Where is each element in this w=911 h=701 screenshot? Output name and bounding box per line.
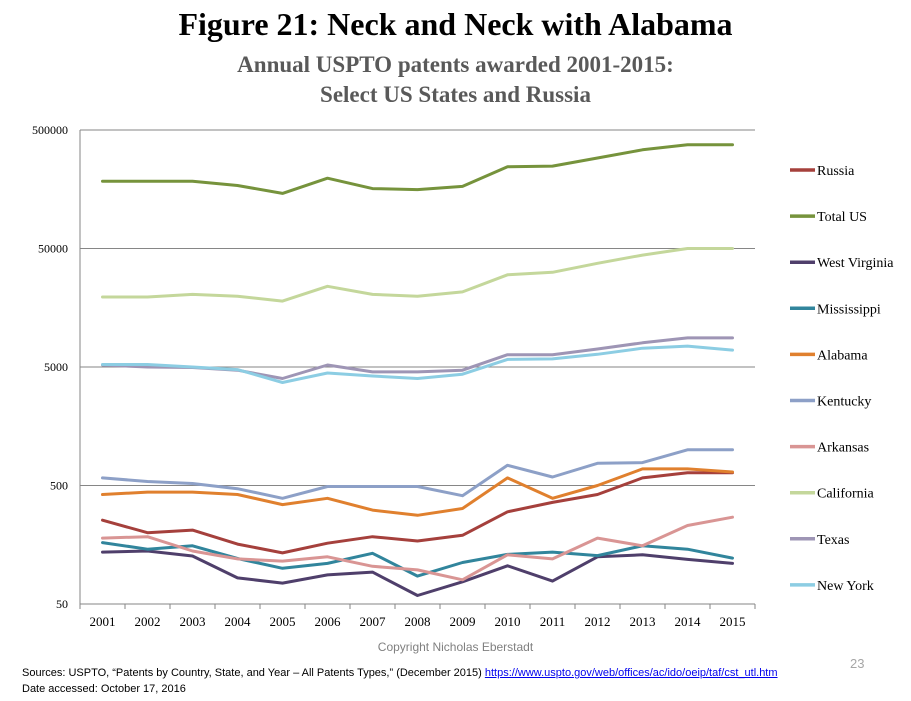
copyright-text: Copyright Nicholas Eberstadt [377, 640, 534, 654]
sources-text: Sources: USPTO, “Patents by Country, Sta… [22, 667, 482, 679]
y-tick-label: 50000 [38, 242, 68, 256]
x-tick-label: 2012 [585, 614, 611, 629]
legend-label: New York [817, 579, 874, 594]
series-line-mississippi [101, 541, 734, 578]
legend-label: California [817, 487, 875, 502]
series-line-alabama [101, 467, 734, 517]
x-tick-label: 2010 [495, 614, 521, 629]
series-line-total-us [101, 143, 734, 195]
legend-label: Arkansas [817, 441, 869, 456]
x-tick-label: 2013 [630, 614, 656, 629]
x-tick-label: 2007 [360, 614, 387, 629]
sources-note: Sources: USPTO, “Patents by Country, Sta… [22, 665, 778, 697]
legend-label: Texas [817, 533, 849, 548]
x-tick-label: 2015 [720, 614, 746, 629]
legend-label: Kentucky [817, 395, 871, 410]
sources-link[interactable]: https://www.uspto.gov/web/offices/ac/ido… [484, 667, 778, 679]
x-tick-label: 2008 [405, 614, 431, 629]
x-tick-label: 2002 [135, 614, 161, 629]
series-line-russia [101, 471, 734, 555]
chart-subtitle: Annual USPTO patents awarded 2001-2015: … [0, 50, 911, 110]
x-tick-label: 2003 [180, 614, 206, 629]
legend-label: Mississippi [817, 302, 881, 317]
series-line-kentucky [101, 448, 734, 500]
y-tick-label: 5000 [44, 360, 68, 374]
series-line-california [101, 247, 734, 303]
sources-line: Sources: USPTO, “Patents by Country, Sta… [22, 665, 778, 681]
y-tick-label: 50 [56, 597, 68, 611]
line-chart: 50 500 5000 50000 500000 2001 2002 2003 2004 2005… [32, 123, 894, 629]
date-accessed: Date accessed: October 17, 2016 [22, 683, 186, 695]
legend-label: West Virginia [817, 256, 894, 271]
subtitle-line-2: Select US States and Russia [320, 82, 591, 107]
x-tick-label: 2011 [540, 614, 566, 629]
y-tick-label: 500000 [32, 123, 68, 137]
x-tick-label: 2001 [90, 614, 116, 629]
series-line-west-virginia [101, 549, 734, 597]
x-tick-label: 2004 [225, 614, 252, 629]
page-number: 23 [850, 656, 865, 671]
series-line-new-york [101, 344, 734, 384]
legend-label: Total US [817, 210, 867, 225]
x-tick-label: 2006 [315, 614, 342, 629]
y-tick-label: 500 [50, 479, 68, 493]
subtitle-line-1: Annual USPTO patents awarded 2001-2015: [237, 52, 674, 77]
x-tick-label: 2005 [270, 614, 296, 629]
legend-label: Alabama [817, 348, 868, 363]
legend-label: Russia [817, 164, 855, 179]
x-tick-label: 2014 [675, 614, 702, 629]
x-tick-label: 2009 [450, 614, 476, 629]
series-line-arkansas [101, 515, 734, 582]
chart-title: Figure 21: Neck and Neck with Alabama [178, 6, 733, 42]
series-line-texas [101, 336, 734, 380]
